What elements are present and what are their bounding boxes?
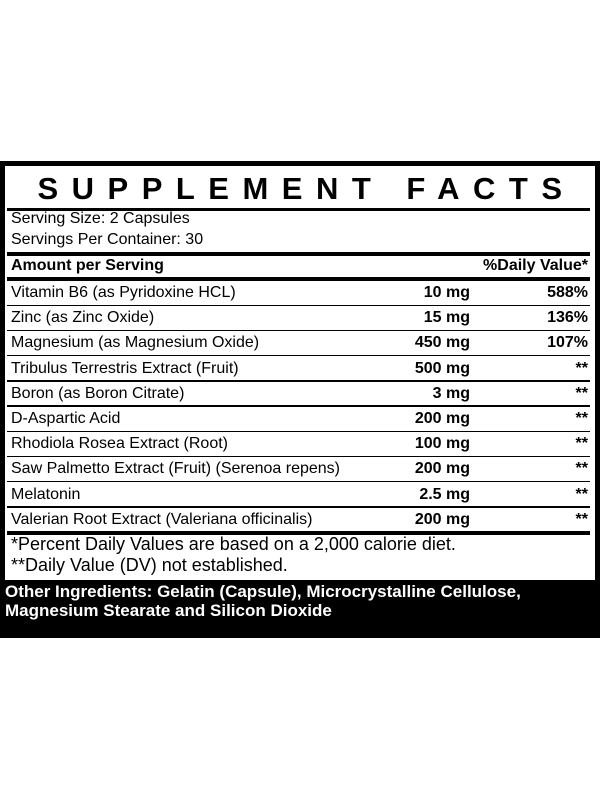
serving-size: Serving Size: 2 Capsules — [11, 210, 190, 227]
row-divider — [7, 304, 590, 306]
ingredient-row: Rhodiola Rosea Extract (Root) 100 mg ** — [7, 432, 590, 455]
ingredient-name: Rhodiola Rosea Extract (Root) — [11, 435, 228, 453]
row-divider — [7, 380, 590, 382]
footnote-dv: *Percent Daily Values are based on a 2,0… — [11, 534, 456, 554]
ingredient-dv: ** — [575, 460, 588, 478]
row-divider — [7, 354, 590, 357]
ingredient-name: Magnesium (as Magnesium Oxide) — [11, 334, 260, 352]
ingredient-dv: ** — [575, 435, 588, 453]
ingredient-dv: 588% — [547, 284, 588, 301]
ingredient-name: Tribulus Terrestris Extract (Fruit) — [11, 359, 239, 377]
ingredient-amount: 500 mg — [414, 359, 470, 377]
ingredient-row: Boron (as Boron Citrate) 3 mg ** — [7, 382, 590, 405]
ingredient-name: Vitamin B6 (as Pyridoxine HCL) — [11, 284, 236, 301]
ingredient-amount: 100 mg — [414, 435, 470, 453]
supplement-facts-label: SUPPLEMENT FACTS Serving Size: 2 Capsule… — [0, 161, 600, 638]
other-ingredients-line: Magnesium Stearate and Silicon Dioxide — [5, 601, 332, 620]
other-ingredients-line: Other Ingredients: Gelatin (Capsule), Mi… — [5, 582, 521, 601]
ingredient-row: Melatonin 2.5 mg ** — [7, 483, 590, 506]
divider — [7, 531, 590, 535]
ingredient-row: Valerian Root Extract (Valeriana officin… — [7, 508, 590, 531]
divider — [7, 252, 590, 256]
ingredient-dv: 107% — [547, 334, 588, 352]
ingredient-amount: 450 mg — [414, 334, 470, 352]
amount-header: Amount per Serving — [11, 257, 164, 274]
dv-header: %Daily Value* — [483, 257, 588, 274]
ingredient-amount: 15 mg — [423, 309, 470, 327]
ingredient-dv: ** — [575, 410, 588, 427]
ingredient-dv: 136% — [547, 309, 588, 327]
other-ingredients: Other Ingredients: Gelatin (Capsule), Mi… — [5, 582, 600, 620]
row-divider — [7, 329, 590, 332]
row-divider — [7, 430, 590, 432]
ingredient-name: Valerian Root Extract (Valeriana officin… — [11, 510, 313, 528]
row-divider — [7, 455, 590, 458]
ingredient-row: Tribulus Terrestris Extract (Fruit) 500 m… — [7, 357, 590, 380]
ingredient-name: Boron (as Boron Citrate) — [11, 384, 185, 402]
servings-per-container: Servings Per Container: 30 — [11, 231, 204, 248]
ingredient-name: Melatonin — [11, 485, 81, 503]
ingredient-name: Zinc (as Zinc Oxide) — [11, 309, 155, 327]
ingredient-name: Saw Palmetto Extract (Fruit) (Serenoa re… — [11, 460, 341, 478]
ingredient-dv: ** — [575, 359, 588, 377]
footnote-not-established: **Daily Value (DV) not established. — [11, 555, 288, 575]
ingredient-row: Magnesium (as Magnesium Oxide) 450 mg 107% — [7, 331, 590, 354]
ingredient-name: D-Aspartic Acid — [11, 410, 121, 427]
row-divider — [7, 405, 590, 407]
ingredient-dv: ** — [575, 384, 588, 402]
ingredient-row: Saw Palmetto Extract (Fruit) (Serenoa re… — [7, 457, 590, 480]
ingredient-row: D-Aspartic Acid 200 mg ** — [7, 407, 590, 430]
ingredient-amount: 10 mg — [423, 284, 470, 301]
ingredient-amount: 3 mg — [432, 384, 470, 402]
ingredient-row: Zinc (as Zinc Oxide) 15 mg 136% — [7, 306, 590, 329]
ingredient-amount: 200 mg — [414, 410, 470, 427]
row-divider — [7, 480, 590, 483]
ingredient-row: Vitamin B6 (as Pyridoxine HCL) 10 mg 588% — [7, 281, 590, 304]
ingredient-amount: 2.5 mg — [419, 485, 470, 503]
ingredient-dv: ** — [575, 510, 588, 528]
row-divider — [7, 506, 590, 508]
label-title: SUPPLEMENT FACTS — [37, 171, 576, 206]
ingredient-amount: 200 mg — [414, 460, 470, 478]
header-row: Amount per Serving %Daily Value* — [7, 254, 590, 277]
divider — [7, 208, 590, 211]
ingredient-amount: 200 mg — [414, 510, 470, 528]
ingredient-dv: ** — [575, 485, 588, 503]
divider — [7, 277, 590, 281]
facts-panel: SUPPLEMENT FACTS Serving Size: 2 Capsule… — [5, 166, 595, 580]
